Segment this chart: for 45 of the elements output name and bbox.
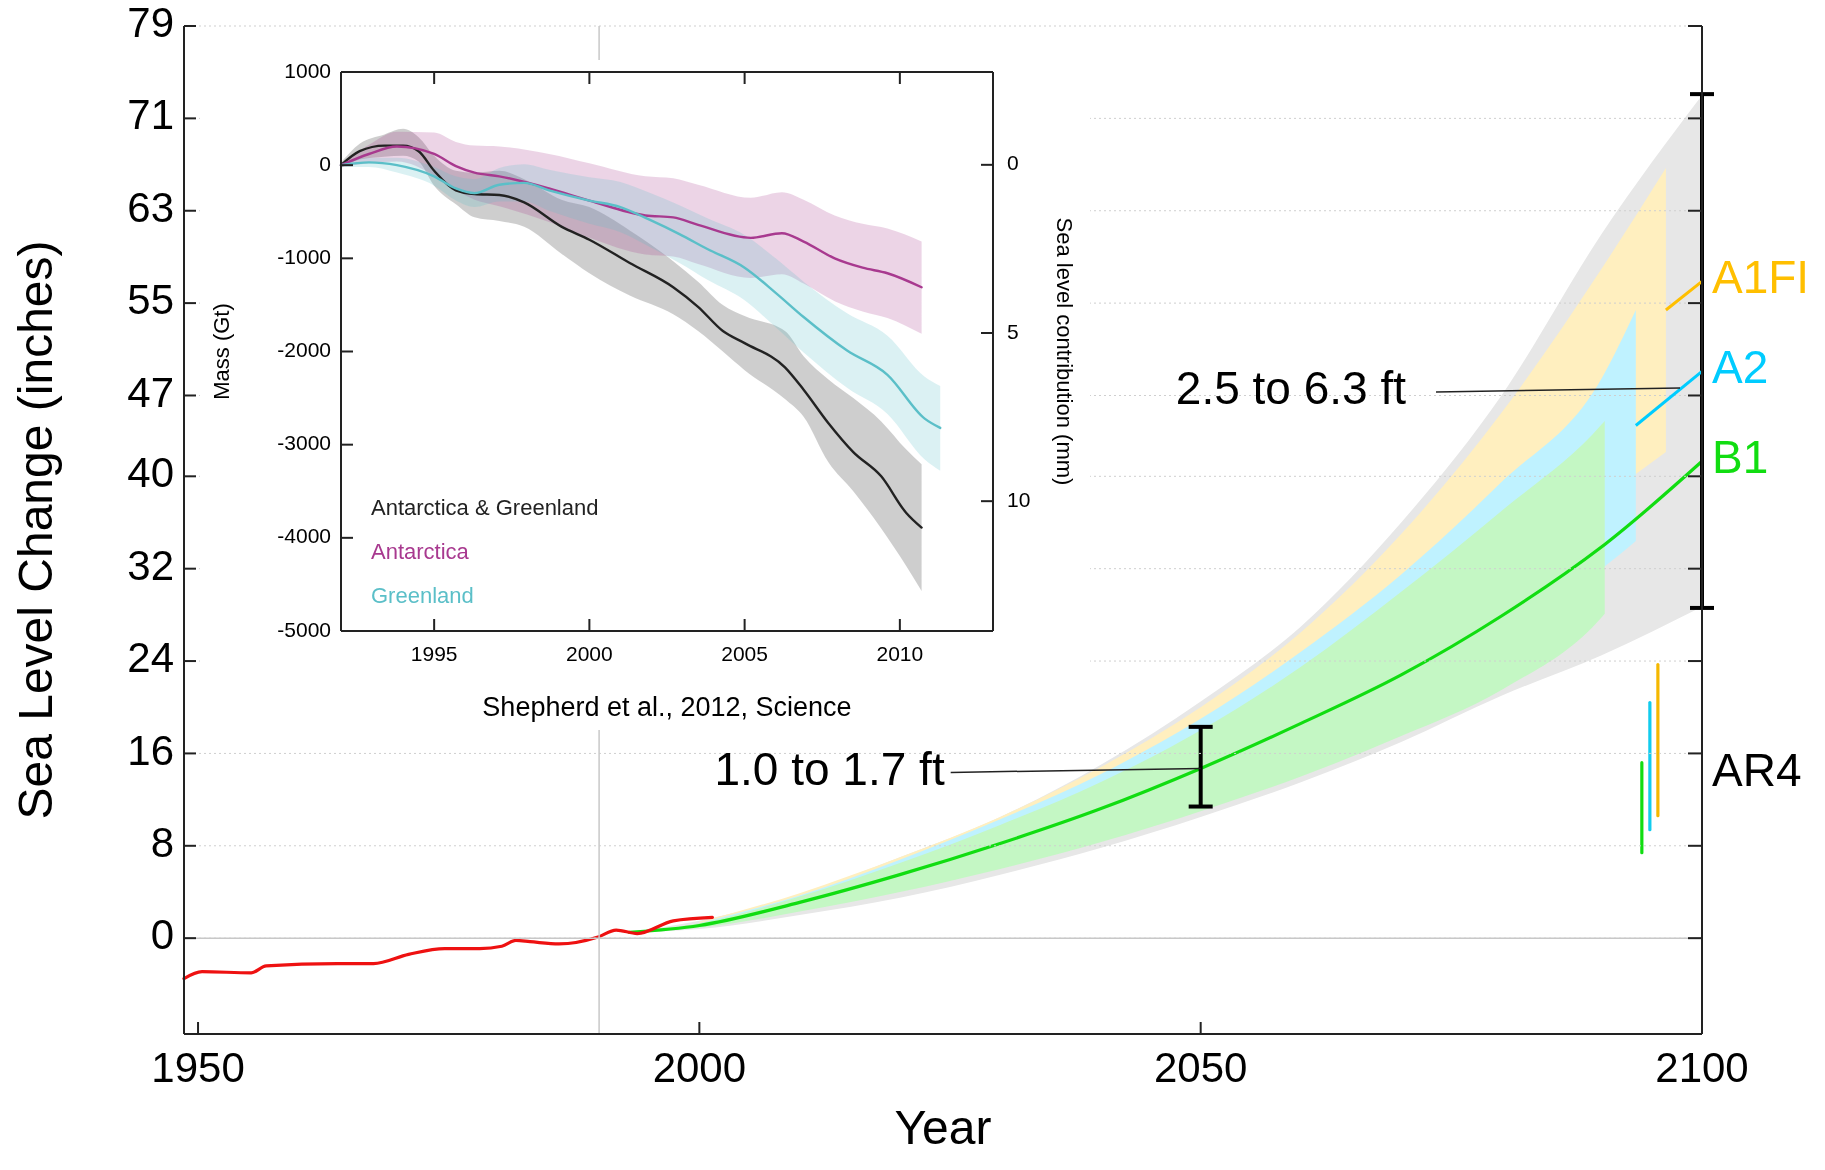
y-tick-label: 40 [127,449,174,497]
y-tick-label: -3000 [277,431,331,455]
y-axis-title: Mass (Gt) [208,303,234,400]
y-tick-label: -2000 [277,338,331,362]
text: Greenland [371,582,474,608]
annotation: Shepherd et al., 2012, Science [482,692,852,722]
legend-label: A1FI [1712,251,1810,304]
y-axis-title: Sea Level Change (inches) [8,240,62,820]
line-series [339,145,923,289]
y-tick-label: 79 [127,0,174,47]
y-tick-label: -5000 [277,617,331,641]
x-tick-label: 2010 [876,642,924,665]
line-series [182,915,714,981]
x-tick-label: 2000 [566,642,613,665]
text: Antarctica & Greenland [371,494,599,520]
text: AR4 [1712,744,1802,797]
y-tick-label: 1000 [284,58,331,82]
annotation: 2.5 to 6.3 ft [1175,362,1407,415]
y-tick-label: 55 [127,276,174,324]
x-tick-label: 1950 [151,1044,245,1091]
y-tick-label: 0 [319,151,331,175]
y2-axis-title: Sea level contribution (mm) [1052,217,1078,486]
y2-tick-label: 10 [1007,487,1031,511]
y-tick-label: 47 [127,368,174,416]
x-tick-label: 2000 [652,1044,747,1091]
y-tick-label: -1000 [277,244,331,268]
x-tick-label: 2050 [1153,1044,1248,1091]
y-tick-label: 32 [127,541,174,589]
y-tick-label: 63 [127,183,174,231]
y-tick-label: 0 [150,911,174,959]
x-tick-label: 1995 [410,642,458,665]
y-tick-label: 71 [127,91,174,139]
x-axis-title: Year [894,1101,992,1154]
x-tick-label: 2100 [1655,1044,1749,1091]
y-tick-label: 24 [127,634,174,682]
y-tick-label: 8 [150,818,174,866]
y-tick-label: 16 [127,726,174,774]
y-tick-label: -4000 [277,524,331,548]
y2-tick-label: 5 [1007,319,1019,343]
annotation: 1.0 to 1.7 ft [714,742,945,795]
x-tick-label: 2005 [721,642,768,665]
series-label: B1 [1712,431,1769,484]
text: Antarctica [371,538,470,564]
y2-tick-label: 0 [1007,151,1019,175]
legend-label: A2 [1712,341,1769,394]
